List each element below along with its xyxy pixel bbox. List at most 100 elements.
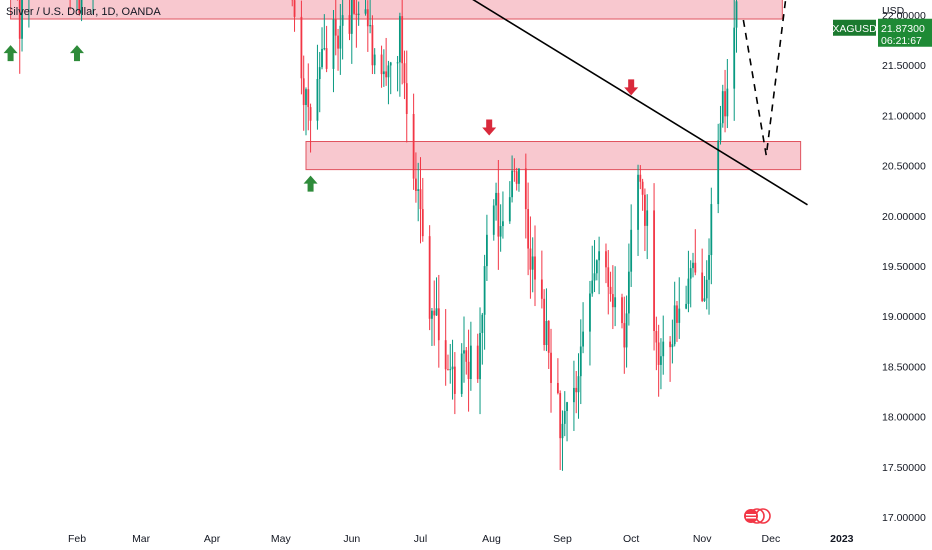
candle-body — [337, 35, 339, 49]
descending-trendline — [472, 0, 808, 206]
candle-body — [293, 0, 296, 17]
candle-body — [382, 71, 385, 75]
candle-body — [385, 71, 388, 78]
support-zone-1 — [10, 0, 783, 20]
candle-body — [332, 19, 335, 69]
candle-body — [316, 79, 319, 121]
candle-body — [577, 376, 580, 393]
candle-body — [705, 279, 708, 299]
candle-body — [357, 13, 360, 15]
candle-body — [550, 352, 552, 383]
price-tick-label: 17.50000 — [882, 462, 926, 474]
candle-body — [401, 16, 404, 64]
candle-body — [575, 387, 578, 393]
candle-body — [655, 331, 658, 343]
candle-body — [453, 366, 456, 394]
candle-body — [735, 1, 738, 28]
candle-body — [733, 27, 736, 89]
candle-body — [495, 192, 497, 206]
candle-body — [625, 313, 628, 348]
time-tick-label: Feb — [68, 533, 86, 545]
candle-body — [403, 63, 406, 84]
candle-body — [323, 48, 326, 50]
candle-body — [497, 192, 500, 237]
price-tick-label: 19.00000 — [882, 311, 926, 323]
green-up-arrow-icon — [303, 175, 318, 192]
candle-body — [561, 423, 564, 439]
candle-body — [591, 280, 594, 294]
time-tick-label: Oct — [623, 533, 639, 545]
candle-body — [518, 168, 520, 184]
candle-body — [469, 345, 472, 380]
candle-body — [531, 256, 534, 270]
candle-body — [21, 0, 23, 39]
candle-body — [467, 361, 470, 380]
candle-body — [685, 303, 688, 309]
price-tick-label: 21.00000 — [882, 110, 926, 122]
time-tick-label: Apr — [204, 533, 221, 545]
candle-body — [593, 273, 596, 281]
time-axis: Feb Mar Apr May Jun Jul Aug Sep Oct Nov Dec 2023 — [68, 533, 854, 545]
candle-body — [398, 16, 401, 63]
candle-body — [80, 0, 83, 13]
candle-body — [334, 19, 337, 36]
candle-body — [566, 402, 568, 412]
candle-body — [678, 308, 681, 323]
candle-body — [708, 255, 710, 280]
candle-body — [529, 248, 532, 270]
candle-body — [534, 256, 536, 280]
price-tick-label: 20.00000 — [882, 211, 926, 223]
red-down-arrow-icon — [482, 119, 497, 136]
candle-body — [653, 210, 655, 332]
candle-body — [508, 197, 511, 222]
candle-body — [444, 340, 447, 370]
candle-body — [421, 209, 424, 237]
candle-body — [364, 9, 367, 14]
candle-body — [449, 369, 452, 371]
candle-body — [483, 266, 486, 315]
price-tick-label: 19.50000 — [882, 261, 926, 273]
support-zones-layer — [10, 0, 802, 171]
last-price-badge — [878, 18, 932, 47]
time-tick-label: Aug — [482, 533, 501, 545]
candle-body — [614, 297, 617, 308]
candle-body — [437, 308, 440, 341]
candle-body — [428, 236, 431, 319]
candle-body — [721, 91, 724, 124]
candle-body — [609, 286, 612, 295]
candle-body — [660, 356, 662, 365]
candle-body — [465, 350, 468, 362]
candle-body — [611, 294, 614, 308]
candle-body — [412, 113, 415, 179]
candle-body — [435, 308, 438, 316]
price-tick-label: 18.00000 — [882, 412, 926, 424]
candle-body — [396, 62, 399, 64]
time-tick-label: Jul — [414, 533, 427, 545]
candle-body — [515, 171, 518, 184]
candle-body — [339, 25, 342, 49]
candle-body — [371, 25, 374, 66]
candle-body — [476, 345, 479, 380]
candle-body — [579, 346, 582, 377]
price-axis-currency: USD — [882, 5, 905, 17]
symbol-badge-label: XAGUSD — [832, 23, 877, 35]
candles-layer — [16, 0, 738, 471]
candle-body — [305, 89, 307, 106]
candle-body — [527, 209, 530, 249]
candle-body — [373, 54, 376, 66]
price-tick-label: 20.50000 — [882, 161, 926, 173]
candle-body — [669, 341, 671, 348]
candle-body — [589, 293, 591, 332]
projected-path-dashed — [742, 0, 787, 156]
candle-body — [431, 310, 433, 319]
price-tick-label: 17.00000 — [882, 512, 926, 524]
candle-body — [637, 174, 639, 230]
candle-body — [630, 229, 633, 272]
candle-body — [302, 78, 305, 106]
candle-body — [353, 0, 355, 14]
candle-body — [662, 341, 665, 357]
candle-body — [318, 67, 321, 80]
